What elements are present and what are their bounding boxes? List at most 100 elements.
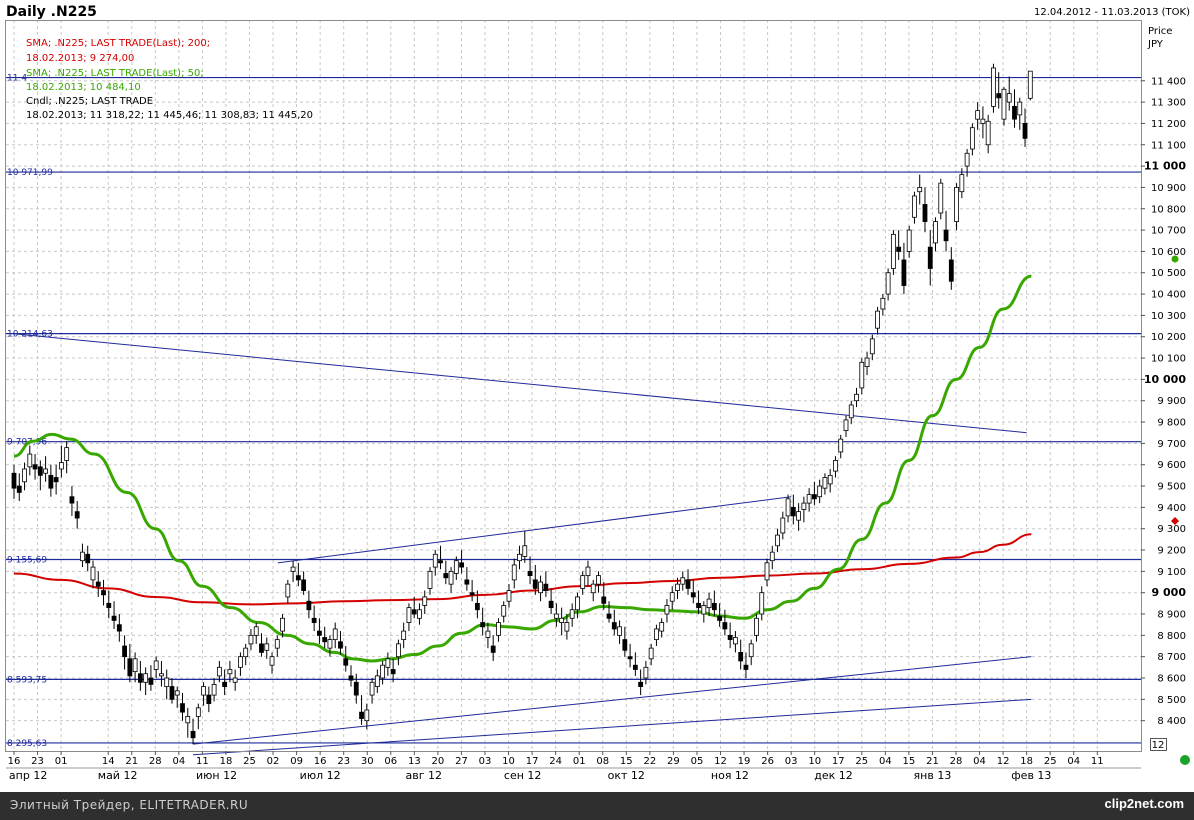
candle-body: [401, 630, 407, 641]
candle-body: [438, 560, 443, 564]
candle-body: [95, 581, 101, 587]
month-label: окт 12: [608, 769, 645, 782]
candle-body: [106, 602, 112, 609]
candle: [711, 590, 717, 617]
candle-body: [269, 656, 275, 666]
candle: [764, 558, 770, 587]
trendline: [277, 496, 792, 564]
level-label: 11 4: [7, 74, 27, 84]
candle: [53, 464, 59, 495]
candle-body: [274, 639, 280, 649]
candle-body: [174, 690, 180, 696]
candle: [174, 686, 180, 708]
candle: [58, 445, 64, 478]
candle: [785, 494, 791, 523]
candle-body: [238, 656, 243, 668]
candle: [706, 592, 712, 617]
y-tick-label: 10 100: [1151, 354, 1186, 365]
candle: [838, 434, 844, 459]
candle: [548, 588, 554, 615]
candle-body: [406, 607, 412, 623]
candle-body: [280, 617, 285, 632]
candle-body: [959, 174, 965, 193]
y-tick-label: 8 700: [1157, 652, 1186, 663]
y-tick-label: 10 300: [1151, 311, 1186, 322]
candle: [390, 658, 396, 683]
candle: [654, 624, 659, 647]
month-label: сен 12: [504, 769, 542, 782]
candle-body: [506, 590, 512, 602]
page-indicator[interactable]: 12: [1150, 738, 1167, 752]
candle-body: [543, 583, 549, 591]
candle-body: [453, 560, 459, 574]
candle-body: [896, 246, 902, 252]
candle-body: [975, 110, 981, 120]
candle: [843, 415, 849, 437]
candle: [617, 620, 622, 644]
x-tick-label: 25: [855, 756, 868, 767]
candle: [622, 626, 628, 657]
x-tick-label: 20: [432, 756, 445, 767]
candle: [238, 652, 243, 676]
candle: [659, 618, 665, 638]
candle: [269, 652, 275, 674]
candle-body: [90, 566, 96, 581]
candle: [959, 168, 965, 199]
clip2net-logo[interactable]: clip2net.com: [1104, 796, 1184, 811]
candle: [790, 494, 796, 525]
candle-body: [1022, 123, 1028, 139]
candle: [27, 445, 33, 476]
candle: [522, 530, 528, 563]
candle: [90, 560, 96, 589]
candle: [896, 230, 902, 260]
candle: [759, 586, 765, 621]
candle: [432, 550, 438, 576]
candle-body: [332, 628, 338, 641]
candle: [195, 703, 201, 730]
y-tick-label: 9 400: [1157, 503, 1186, 514]
candle-body: [522, 545, 528, 557]
candle-body: [232, 677, 238, 683]
candle-body: [759, 592, 765, 615]
x-tick-label: 25: [243, 756, 256, 767]
candle-body: [311, 617, 317, 623]
candle: [16, 473, 22, 501]
legend-sma50-value: 18.02.2013; 10 484,10: [26, 82, 141, 93]
candle-body: [169, 686, 175, 700]
candle: [164, 669, 170, 700]
legend-sma200-value: 18.02.2013; 9 274,00: [26, 53, 134, 64]
candle: [190, 718, 196, 745]
x-tick-label: 18: [1020, 756, 1033, 767]
x-tick-label: 10: [502, 756, 515, 767]
candle-body: [553, 613, 559, 619]
candle: [875, 306, 880, 335]
candle-body: [559, 617, 565, 623]
candle: [864, 351, 870, 376]
candle: [817, 479, 823, 504]
candle-body: [922, 204, 928, 222]
candle: [801, 496, 807, 523]
candle: [1027, 70, 1033, 101]
legend-candles: Cndl; .N225; LAST TRADE: [26, 96, 153, 107]
legend: SMA; .N225; LAST TRADE(Last); 200; 18.02…: [26, 38, 313, 121]
candle: [501, 601, 507, 623]
candle: [132, 652, 138, 683]
candle-body: [796, 511, 802, 521]
x-tick-label: 04: [172, 756, 185, 767]
candle: [253, 622, 259, 644]
candles: [11, 63, 1033, 745]
candle: [859, 358, 865, 395]
candle-body: [933, 221, 938, 244]
sma50-line: [13, 274, 1032, 663]
candle: [1001, 87, 1007, 126]
status-dot-icon: [1180, 755, 1190, 765]
candle-body: [622, 639, 628, 651]
candle: [159, 660, 164, 687]
x-tick-label: 09: [290, 756, 303, 767]
candle-body: [385, 658, 391, 668]
candle: [290, 560, 296, 583]
candle-body: [327, 639, 333, 649]
x-tick-label: 28: [950, 756, 963, 767]
candle-body: [432, 553, 438, 568]
